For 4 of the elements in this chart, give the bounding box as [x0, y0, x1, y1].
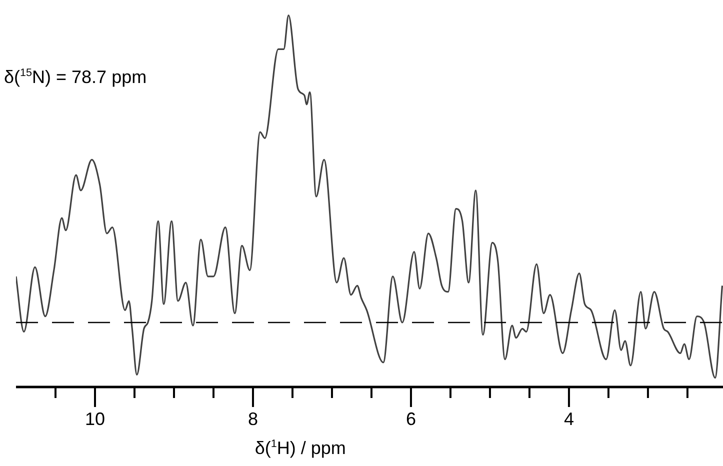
x-tick-label: 8 — [248, 408, 258, 429]
x-tick-label: 10 — [84, 408, 106, 429]
x-tick-label: 6 — [406, 408, 416, 429]
x-tick-label: 4 — [564, 408, 574, 429]
